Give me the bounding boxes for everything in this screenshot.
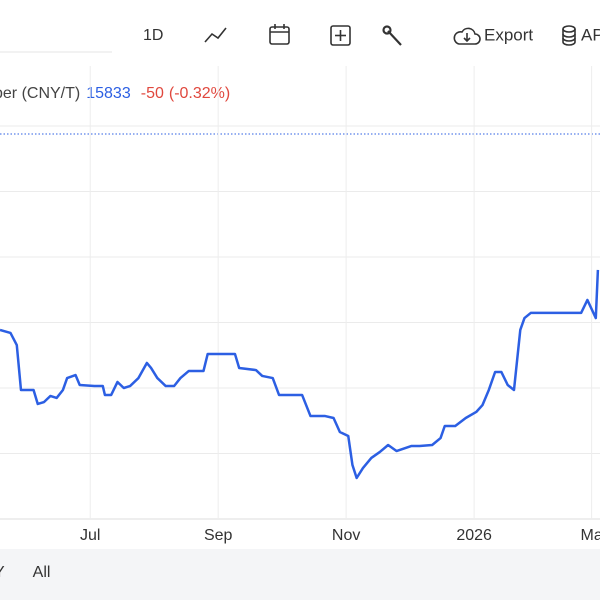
price-change-pct: (-0.32%) bbox=[169, 85, 230, 102]
x-tick-label: Sep bbox=[204, 527, 233, 544]
range-bar bbox=[0, 549, 600, 600]
last-price: 15833 bbox=[86, 85, 131, 102]
interval-button[interactable]: 1D bbox=[143, 27, 163, 44]
export-icon[interactable] bbox=[453, 27, 481, 45]
plot bbox=[0, 66, 600, 519]
legend-header: per (CNY/T) 15833 -50 (-0.32%) bbox=[0, 85, 230, 102]
x-tick-label: Ma bbox=[580, 527, 600, 544]
export-button[interactable]: Export bbox=[484, 25, 533, 44]
api-button[interactable]: AP bbox=[581, 25, 600, 44]
range-button[interactable]: All bbox=[33, 564, 51, 581]
x-tick-label: Nov bbox=[332, 527, 360, 544]
price-change: -50 bbox=[141, 85, 164, 102]
x-tick-label: 2026 bbox=[456, 527, 492, 544]
h-grid bbox=[0, 125, 600, 454]
tools-icon[interactable] bbox=[382, 25, 402, 46]
price-line bbox=[0, 269, 600, 480]
calendar-icon[interactable] bbox=[269, 24, 290, 45]
x-tick-label: Jul bbox=[80, 527, 100, 544]
series-name: per (CNY/T) bbox=[0, 85, 80, 102]
range-button[interactable]: Y bbox=[0, 564, 5, 581]
line-type-icon[interactable] bbox=[204, 27, 227, 43]
add-icon[interactable] bbox=[330, 25, 351, 46]
api-icon[interactable] bbox=[562, 25, 576, 46]
